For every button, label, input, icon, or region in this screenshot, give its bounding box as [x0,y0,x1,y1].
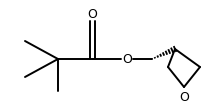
Text: O: O [122,53,132,66]
Text: O: O [179,91,189,104]
Text: O: O [88,7,97,20]
